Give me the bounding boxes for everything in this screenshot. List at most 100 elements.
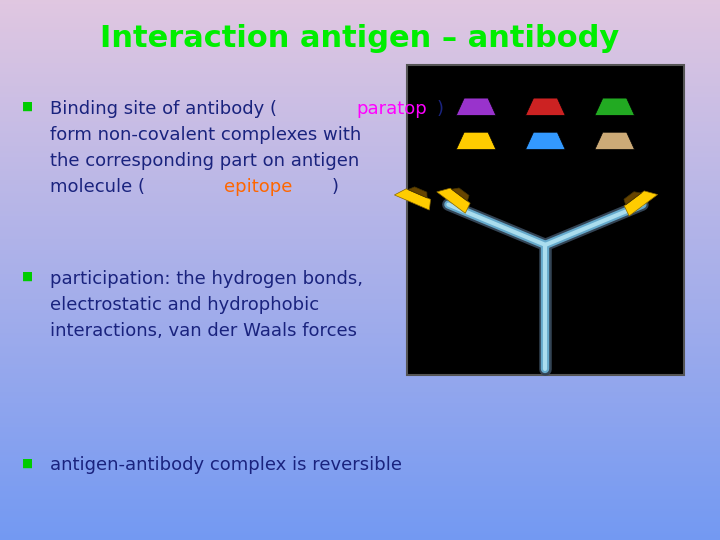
Bar	[0, 410, 720, 412]
Polygon shape	[395, 189, 431, 210]
Polygon shape	[624, 192, 642, 205]
Bar	[0, 511, 720, 513]
Bar	[0, 0, 720, 2]
Bar	[0, 164, 720, 166]
Bar	[0, 463, 720, 464]
Text: epitope: epitope	[224, 178, 292, 195]
Bar	[0, 454, 720, 455]
Bar	[0, 4, 720, 5]
Bar	[0, 444, 720, 447]
Bar	[0, 333, 720, 335]
Bar	[0, 452, 720, 454]
Bar	[0, 441, 720, 443]
Bar	[0, 191, 720, 193]
Polygon shape	[456, 98, 496, 116]
Bar	[0, 146, 720, 147]
Bar	[0, 482, 720, 484]
Bar	[0, 167, 720, 169]
Bar	[0, 430, 720, 432]
Bar	[0, 329, 720, 331]
Bar	[0, 144, 720, 146]
Bar	[0, 32, 720, 34]
Bar	[0, 72, 720, 74]
Bar	[0, 389, 720, 390]
Text: interactions, van der Waals forces: interactions, van der Waals forces	[50, 322, 357, 340]
Bar	[0, 15, 720, 16]
Bar	[0, 259, 720, 261]
Bar	[0, 178, 720, 180]
Bar	[0, 306, 720, 308]
Bar	[0, 324, 720, 326]
Bar	[0, 385, 720, 387]
Bar	[0, 320, 720, 322]
Bar	[0, 366, 720, 367]
Bar	[0, 470, 720, 471]
Bar	[0, 182, 720, 184]
Bar	[0, 69, 720, 70]
Bar	[0, 194, 720, 196]
Bar	[0, 326, 720, 328]
Bar	[0, 54, 720, 56]
Bar	[0, 508, 720, 509]
Bar	[0, 81, 720, 83]
Bar	[0, 238, 720, 239]
Bar	[0, 39, 720, 42]
Bar	[0, 29, 720, 31]
Bar	[0, 515, 720, 517]
Bar	[0, 405, 720, 407]
Bar	[0, 293, 720, 295]
Bar	[0, 239, 720, 241]
Bar	[0, 90, 720, 92]
Bar	[0, 221, 720, 223]
Bar	[0, 317, 720, 319]
Text: antigen-antibody complex is reversible: antigen-antibody complex is reversible	[50, 456, 402, 474]
Bar	[0, 212, 720, 214]
Bar	[0, 38, 720, 39]
Text: ): )	[332, 178, 339, 195]
Bar	[0, 407, 720, 409]
Bar	[0, 245, 720, 247]
Bar	[0, 349, 720, 351]
Bar	[0, 209, 720, 211]
Bar	[0, 112, 720, 113]
Bar	[0, 353, 720, 355]
Bar	[0, 263, 720, 265]
Text: ): )	[437, 100, 444, 118]
Bar	[0, 380, 720, 382]
Bar	[0, 474, 720, 475]
Bar	[0, 342, 720, 344]
Bar	[0, 538, 720, 540]
Bar	[0, 304, 720, 306]
Bar	[0, 355, 720, 356]
Bar	[0, 279, 720, 281]
Bar	[0, 139, 720, 140]
Bar	[0, 331, 720, 333]
Bar	[0, 360, 720, 362]
Bar	[0, 401, 720, 403]
Bar	[0, 63, 720, 65]
Bar	[0, 27, 720, 29]
Bar	[0, 495, 720, 497]
Bar	[0, 428, 720, 430]
Bar	[0, 228, 720, 231]
Bar	[0, 285, 720, 286]
Bar	[0, 373, 720, 374]
Bar	[0, 436, 720, 437]
Bar	[0, 268, 720, 270]
Bar	[0, 18, 720, 20]
Bar	[0, 88, 720, 90]
Polygon shape	[595, 132, 634, 150]
Bar	[0, 34, 720, 36]
Text: Binding site of antibody (: Binding site of antibody (	[50, 100, 277, 118]
Polygon shape	[437, 188, 470, 213]
Bar	[0, 484, 720, 486]
Bar	[0, 158, 720, 160]
Bar	[0, 11, 720, 12]
Bar	[0, 151, 720, 153]
Bar	[0, 147, 720, 150]
Bar	[0, 506, 720, 508]
Text: molecule (: molecule (	[50, 178, 145, 195]
Bar	[0, 248, 720, 250]
Bar	[0, 328, 720, 329]
Text: the corresponding part on antigen: the corresponding part on antigen	[50, 152, 360, 170]
